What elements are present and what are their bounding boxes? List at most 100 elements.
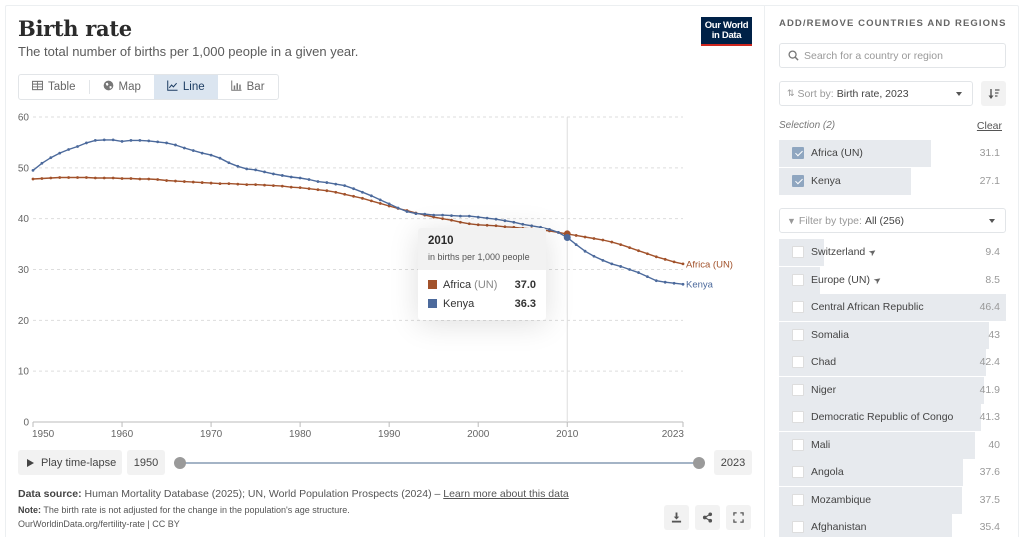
tab-map[interactable]: Map: [90, 75, 154, 99]
data-point-africa-un: [681, 262, 685, 266]
fullscreen-button[interactable]: [726, 505, 751, 530]
end-year-label[interactable]: 2023: [714, 450, 752, 475]
y-tick-label: 50: [18, 163, 30, 174]
start-year-label[interactable]: 1950: [127, 450, 165, 475]
data-point-africa-un: [93, 176, 97, 180]
data-point-kenya: [369, 194, 373, 198]
data-point-africa-un: [129, 177, 133, 180]
entity-value: 46.4: [979, 301, 1000, 313]
tooltip-header: 2010 in births per 1,000 people: [418, 228, 546, 270]
sort-direction-button[interactable]: [981, 81, 1006, 106]
entity-row[interactable]: Switzerland ➤ 9.4: [779, 239, 1006, 266]
entity-checkbox[interactable]: [792, 521, 804, 533]
tab-table[interactable]: Table: [19, 75, 89, 99]
entity-row[interactable]: Africa (UN) 31.1: [779, 140, 1006, 167]
entity-row[interactable]: Angola 37.6: [779, 459, 1006, 486]
entity-checkbox[interactable]: [792, 411, 804, 423]
data-point-kenya: [147, 139, 151, 143]
data-point-kenya: [138, 138, 142, 142]
share-button[interactable]: [695, 505, 720, 530]
entity-name: Africa (UN): [811, 147, 863, 159]
data-point-kenya: [396, 206, 400, 210]
entity-row[interactable]: Somalia 43: [779, 321, 1006, 349]
data-point-africa-un: [645, 252, 649, 256]
chart-frame: [5, 5, 1019, 537]
country-search-input[interactable]: Search for a country or region: [779, 43, 1006, 68]
entity-row[interactable]: Niger 41.9: [779, 376, 1006, 404]
data-point-kenya: [49, 156, 53, 160]
value-bar: [779, 376, 984, 404]
end-year-handle[interactable]: [693, 457, 705, 469]
tooltip-series-name: Kenya: [443, 297, 475, 310]
tooltip-unit: in births per 1,000 people: [428, 252, 530, 262]
owid-logo[interactable]: Our World in Data: [701, 17, 752, 46]
y-tick-label: 60: [18, 113, 30, 124]
entity-checkbox[interactable]: [792, 438, 804, 451]
tab-bar[interactable]: Bar: [218, 75, 278, 99]
x-tick-label: 2023: [662, 429, 685, 440]
chart-url[interactable]: OurWorldinData.org/fertility-rate | CC B…: [18, 519, 180, 529]
data-point-kenya: [574, 243, 578, 246]
data-point-kenya: [467, 214, 471, 218]
start-year-handle[interactable]: [174, 457, 186, 469]
entity-checkbox[interactable]: [792, 383, 804, 396]
data-point-kenya: [476, 215, 480, 219]
entity-name: Angola: [811, 466, 844, 478]
value-bar: [779, 486, 963, 514]
entity-checkbox[interactable]: [792, 147, 804, 159]
entity-row[interactable]: Mozambique 37.5: [779, 486, 1006, 514]
tab-line[interactable]: Line: [153, 75, 218, 99]
data-point-africa-un: [476, 223, 480, 227]
filter-type-dropdown[interactable]: ▼ Filter by type: All (256): [779, 208, 1006, 233]
entity-checkbox[interactable]: [792, 356, 804, 368]
entity-row[interactable]: Chad 42.4: [779, 349, 1006, 376]
data-point-africa-un: [191, 180, 195, 184]
data-point-africa-un: [209, 181, 213, 185]
data-point-kenya: [494, 217, 498, 221]
entity-value: 42.4: [979, 356, 1000, 368]
tooltip-value: 36.3: [514, 297, 536, 310]
data-point-kenya: [432, 213, 436, 217]
entity-checkbox[interactable]: [792, 246, 804, 258]
entity-row[interactable]: Afghanistan 35.4: [779, 514, 1006, 537]
data-point-kenya: [405, 210, 409, 213]
sort-dropdown[interactable]: ⇅ Sort by: Birth rate, 2023: [779, 81, 973, 106]
data-point-kenya: [387, 202, 391, 206]
entity-checkbox[interactable]: [792, 466, 804, 478]
entity-name: Chad: [811, 356, 837, 368]
play-timelapse-button[interactable]: Play time-lapse: [18, 450, 122, 475]
data-point-africa-un: [316, 188, 320, 192]
data-point-kenya: [289, 175, 293, 179]
data-point-africa-un: [503, 225, 507, 229]
entity-value: 27.1: [979, 174, 1000, 187]
tab-label: Bar: [246, 81, 265, 93]
data-point-kenya: [280, 174, 284, 177]
data-point-africa-un: [165, 179, 168, 182]
entity-checkbox[interactable]: [792, 301, 804, 313]
entity-row[interactable]: Central African Republic 46.4: [779, 294, 1006, 321]
entity-row[interactable]: Kenya 27.1: [779, 167, 1006, 195]
download-button[interactable]: [664, 505, 689, 530]
line-chart[interactable]: 0 10 20 30 40 50 60 1950 1960 1970 1980 1990 2000 20…: [0, 105, 760, 445]
data-point-africa-un: [111, 176, 115, 180]
data-point-africa-un: [494, 224, 498, 228]
data-point-kenya: [628, 268, 631, 271]
learn-more-link[interactable]: Learn more about this data: [443, 488, 569, 500]
tooltip-row-kenya: Kenya 36.3: [418, 294, 546, 313]
entity-row[interactable]: Mali 40: [779, 431, 1006, 459]
data-point-africa-un: [574, 234, 578, 237]
timeline-track[interactable]: [180, 462, 699, 464]
logo-line-1: Our World: [704, 20, 749, 31]
data-point-africa-un: [263, 183, 266, 187]
entity-row[interactable]: Democratic Republic of Congo 41.3: [779, 404, 1006, 431]
data-point-africa-un: [31, 177, 35, 181]
entity-checkbox[interactable]: [792, 493, 804, 506]
entity-checkbox[interactable]: [792, 273, 804, 286]
value-bar: [779, 349, 987, 376]
sort-value: Birth rate, 2023: [836, 87, 909, 100]
clear-selection-link[interactable]: Clear: [976, 120, 1002, 132]
entity-row[interactable]: Europe (UN) ➤ 8.5: [779, 266, 1006, 294]
entity-checkbox[interactable]: [792, 174, 804, 187]
data-point-africa-un: [637, 249, 640, 253]
entity-checkbox[interactable]: [792, 328, 804, 341]
